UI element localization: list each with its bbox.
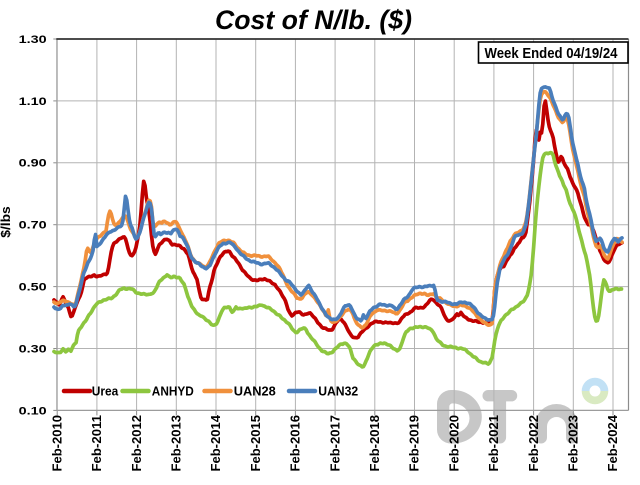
svg-text:$/lbs: $/lbs bbox=[0, 206, 13, 238]
svg-text:Feb-2024: Feb-2024 bbox=[605, 414, 620, 471]
svg-text:0.70: 0.70 bbox=[19, 220, 47, 232]
svg-text:Feb-2019: Feb-2019 bbox=[407, 415, 422, 472]
svg-text:Feb-2017: Feb-2017 bbox=[327, 415, 342, 472]
svg-text:Feb-2021: Feb-2021 bbox=[486, 415, 501, 471]
svg-text:Feb-2015: Feb-2015 bbox=[248, 415, 263, 472]
svg-text:UAN32: UAN32 bbox=[318, 384, 358, 399]
svg-text:0.30: 0.30 bbox=[19, 343, 47, 355]
svg-text:1.30: 1.30 bbox=[19, 34, 47, 46]
svg-text:Feb-2010: Feb-2010 bbox=[49, 415, 64, 472]
svg-text:Feb-2012: Feb-2012 bbox=[129, 415, 144, 472]
svg-text:Feb-2022: Feb-2022 bbox=[526, 415, 541, 472]
svg-text:Feb-2018: Feb-2018 bbox=[367, 415, 382, 472]
svg-text:0.90: 0.90 bbox=[19, 158, 47, 170]
svg-text:Urea: Urea bbox=[92, 384, 119, 399]
svg-text:0.10: 0.10 bbox=[19, 405, 47, 417]
svg-text:1.10: 1.10 bbox=[19, 96, 47, 108]
svg-text:Week Ended 04/19/24: Week Ended 04/19/24 bbox=[485, 45, 619, 62]
svg-text:Feb-2014: Feb-2014 bbox=[208, 414, 223, 471]
svg-text:Feb-2011: Feb-2011 bbox=[89, 415, 104, 472]
svg-text:0.50: 0.50 bbox=[19, 282, 47, 294]
svg-text:Feb-2023: Feb-2023 bbox=[566, 415, 581, 472]
svg-text:Feb-2016: Feb-2016 bbox=[288, 415, 303, 472]
svg-text:Feb-2013: Feb-2013 bbox=[169, 415, 184, 472]
svg-text:Feb-2020: Feb-2020 bbox=[446, 415, 461, 472]
svg-text:Cost of N/lb. ($): Cost of N/lb. ($) bbox=[215, 5, 412, 35]
svg-text:UAN28: UAN28 bbox=[234, 384, 276, 399]
svg-text:ANHYD: ANHYD bbox=[152, 384, 194, 399]
